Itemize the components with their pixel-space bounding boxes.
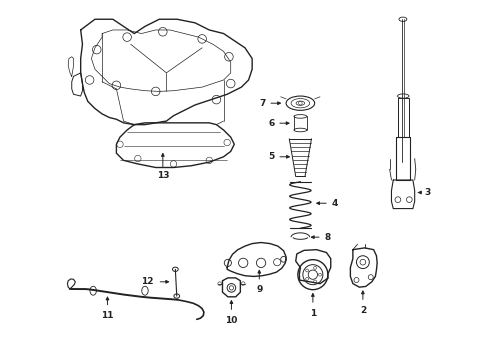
Text: 7: 7 <box>259 99 266 108</box>
Text: 8: 8 <box>325 233 331 242</box>
Text: 13: 13 <box>157 171 169 180</box>
Text: 11: 11 <box>101 311 114 320</box>
Text: 9: 9 <box>256 285 263 294</box>
Text: 3: 3 <box>424 188 431 197</box>
Text: 4: 4 <box>332 199 338 208</box>
Text: 10: 10 <box>225 316 238 325</box>
Text: 12: 12 <box>142 277 154 286</box>
Text: 6: 6 <box>268 119 274 128</box>
Text: 1: 1 <box>310 309 316 318</box>
Text: 5: 5 <box>268 152 274 161</box>
Text: 2: 2 <box>360 306 366 315</box>
